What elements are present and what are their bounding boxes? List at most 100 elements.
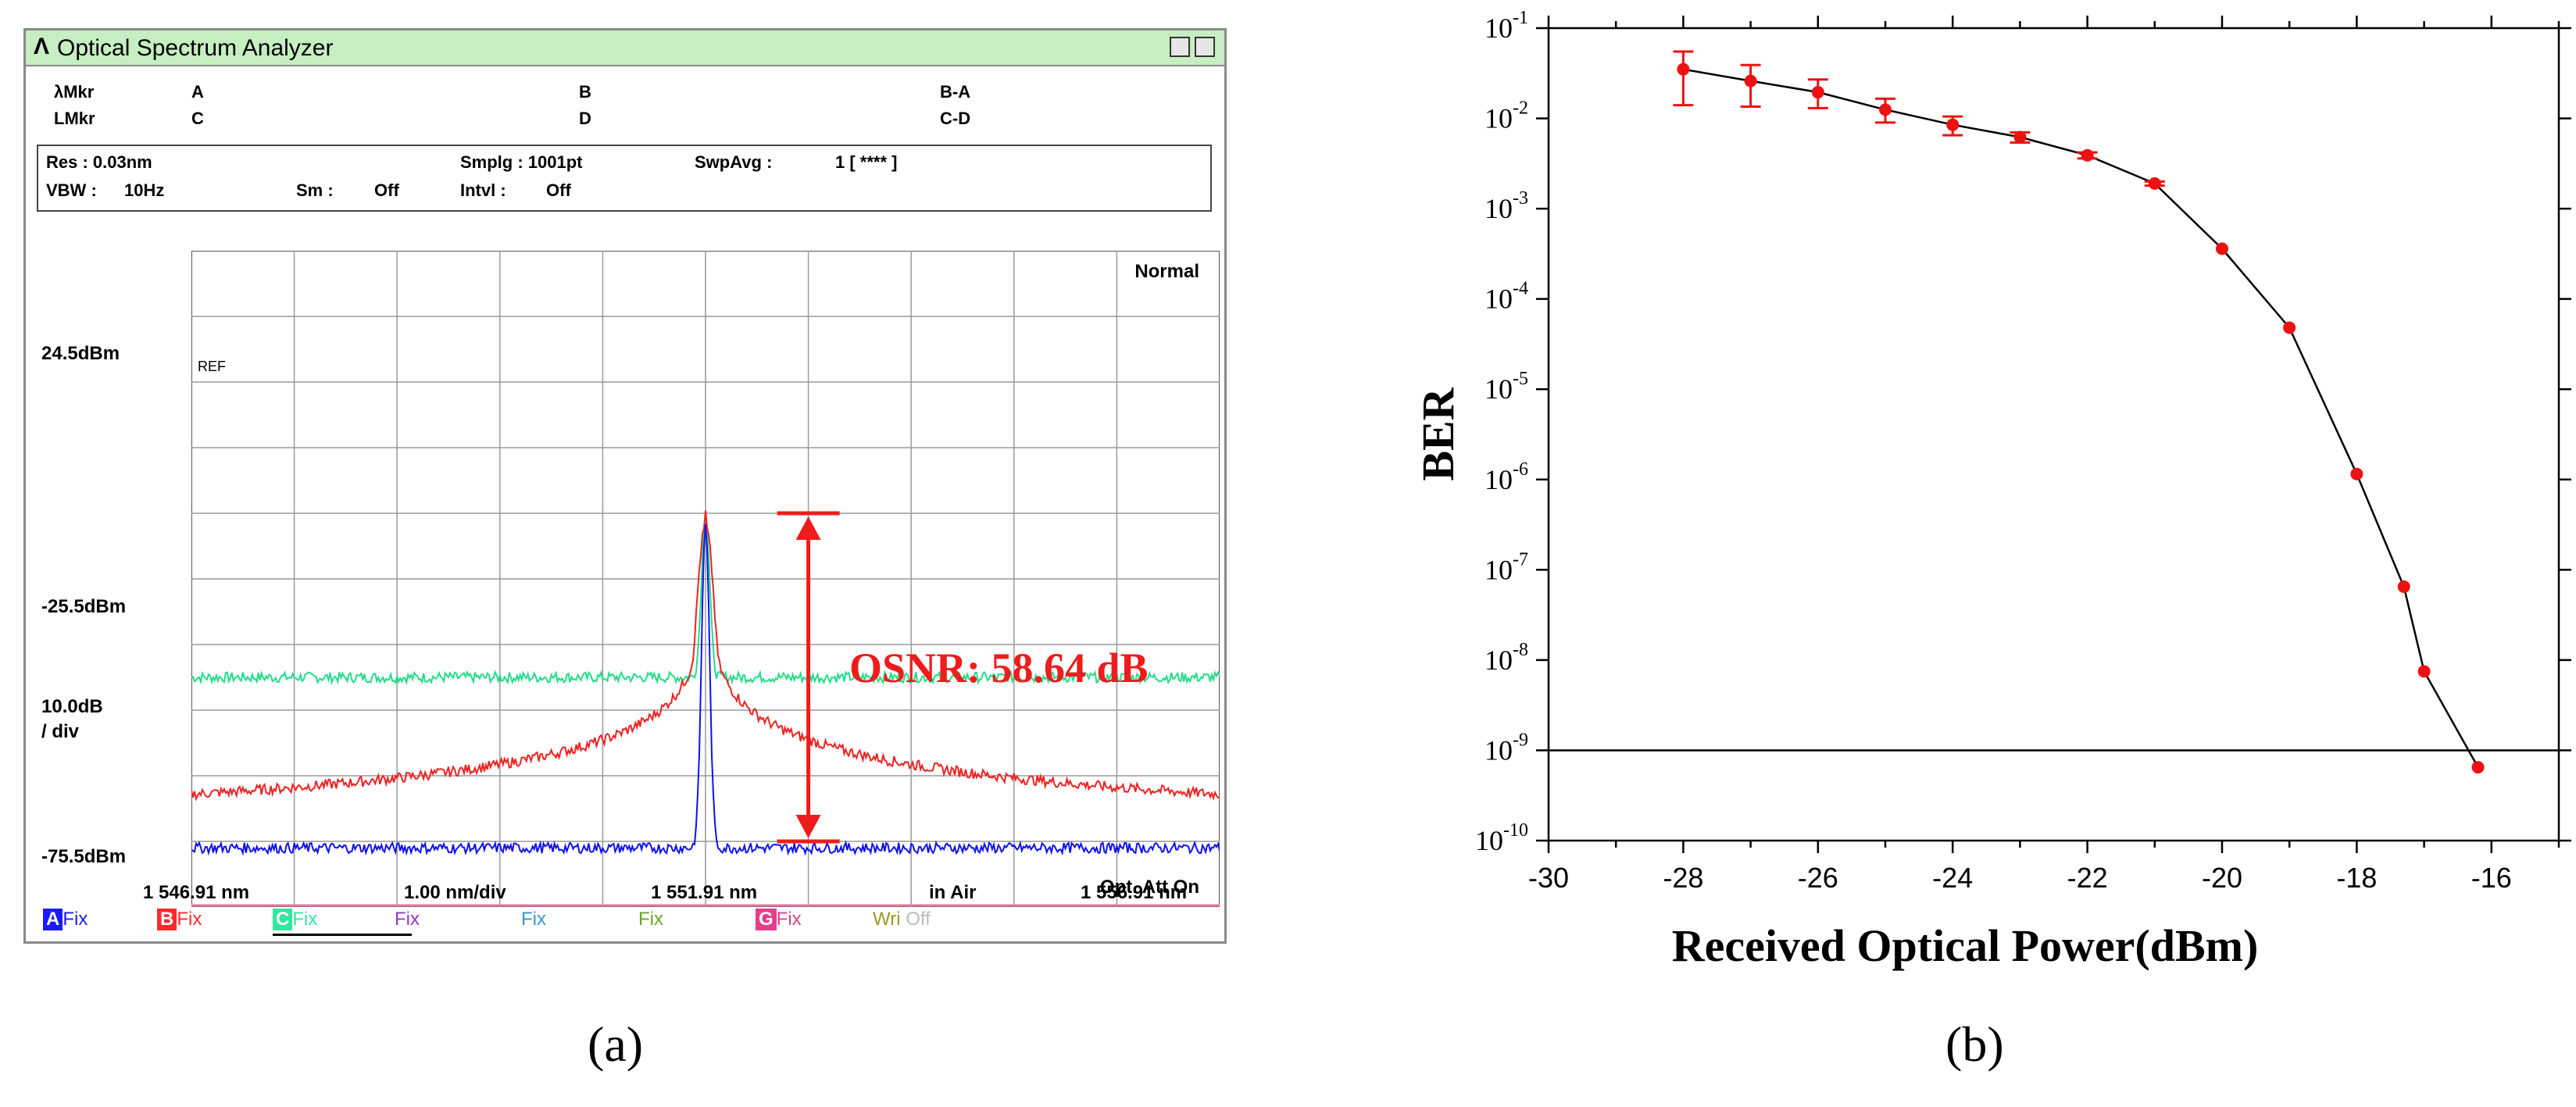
ber-point (2417, 665, 2431, 678)
spectrum-trace-3 (191, 524, 1220, 856)
window-title: Optical Spectrum Analyzer (57, 35, 334, 61)
ber-point (2350, 467, 2363, 480)
ber-axes (1547, 27, 2560, 842)
y-tick-label: 10-2 (1485, 98, 1528, 134)
marker-b-minus-a: B-A (940, 82, 971, 102)
y-tick-label: 10-10 (1475, 820, 1528, 856)
ref-label: REF (198, 359, 226, 374)
trace-tag[interactable]: Fix (638, 909, 663, 930)
trace-tag[interactable]: Fix (521, 909, 546, 930)
x-tick-label: -24 (1932, 862, 1973, 894)
mode-label: Normal (1134, 261, 1199, 282)
y-tick-label: 10-1 (1485, 8, 1528, 44)
y-scale-unit: / div (41, 721, 80, 742)
x-tick-label: -30 (1528, 862, 1569, 894)
smoothing-label: Sm : (296, 180, 334, 200)
trace-tag[interactable]: B Fix (157, 909, 202, 930)
marker-c-minus-d: C-D (940, 109, 971, 128)
ber-point (1879, 103, 1892, 116)
spectrum-trace-2 (191, 510, 1220, 802)
level-marker-label: LMkr (54, 109, 95, 128)
trace-state: Fix (395, 909, 420, 930)
y-tick-label: 10-6 (1485, 459, 1528, 495)
ber-point (2283, 321, 2296, 334)
interval-label: Intvl : (460, 180, 506, 200)
ber-point (2013, 130, 2027, 144)
spectrum-plot: Normal REF Opt. Att On OSNR: 58.64 dB (191, 251, 1220, 907)
trace-letter: B (157, 909, 177, 930)
minimize-button[interactable] (1170, 37, 1190, 57)
ber-curve (1683, 68, 2479, 768)
settings-box: Res : 0.03nm VBW : 10Hz Sm : Off Smplg :… (37, 145, 1212, 212)
trace-state: Wri (873, 909, 901, 930)
trace-state: Fix (521, 909, 546, 930)
marker-a: A (191, 82, 204, 102)
opt-att-label: Opt. Att On (1100, 877, 1199, 898)
marker-b: B (579, 82, 591, 102)
ber-x-axis-label: Received Optical Power(dBm) (1672, 920, 2259, 971)
anritsu-logo-icon: Λ (34, 34, 50, 59)
trace-tag[interactable]: C Fix (273, 909, 317, 930)
osa-titlebar: Λ Optical Spectrum Analyzer (26, 30, 1224, 66)
y-scale-label: 10.0dB (41, 696, 103, 717)
x-label-div: 1.00 nm/div (404, 882, 506, 903)
caption-a: (a) (588, 1016, 644, 1072)
trace-tag[interactable]: G Fix (756, 909, 802, 930)
trace-tag[interactable]: A Fix (43, 909, 88, 930)
trace-state: Fix (292, 909, 318, 930)
trace-state-off: Off (900, 909, 931, 930)
y-label-bottom: -75.5dBm (41, 846, 127, 867)
x-tick-label: -26 (1798, 862, 1838, 894)
x-label-medium: in Air (929, 882, 977, 903)
trace-state: Fix (177, 909, 202, 930)
trace-state: Fix (638, 909, 663, 930)
lambda-marker-label: λMkr (54, 82, 95, 102)
ber-plot-frame (1547, 27, 2560, 842)
y-tick-label: 10-4 (1485, 279, 1528, 315)
y-tick-label: 10-3 (1485, 188, 1528, 224)
y-label-mid: -25.5dBm (41, 596, 127, 617)
x-label-center: 1 551.91 nm (651, 882, 758, 903)
y-label-top: 24.5dBm (41, 343, 120, 364)
maximize-button[interactable] (1195, 37, 1215, 57)
ber-point (1946, 118, 1960, 131)
interval-value: Off (546, 180, 571, 200)
ber-point (2148, 177, 2161, 190)
trace-tag[interactable]: Wri Off (873, 909, 931, 930)
trace-state: Fix (776, 909, 802, 930)
vbw-value: 10Hz (124, 180, 165, 200)
trace-state: Fix (63, 909, 88, 930)
osnr-arrowhead-down (795, 815, 821, 838)
osnr-arrowhead-up (795, 516, 821, 540)
smoothing-value: Off (374, 180, 399, 200)
trace-tag[interactable]: Fix (395, 909, 420, 930)
ber-ticks: -30 -28 -26 -24 -22 -20 -18 -16 10-1 10-2 10-3 10-4… (1475, 8, 2571, 894)
ber-chart: -30 -28 -26 -24 -22 -20 -18 -16 10-1 10-2 10-3 10-4… (1413, 8, 2571, 971)
ber-point (1744, 74, 1757, 87)
x-label-left: 1 546.91 nm (143, 882, 250, 903)
ber-series (1673, 50, 2485, 774)
marker-d: D (579, 109, 591, 128)
ber-point (1677, 62, 1690, 76)
ber-point (2397, 580, 2410, 593)
x-tick-label: -28 (1663, 862, 1703, 894)
ber-y-axis-label: BER (1413, 387, 1463, 480)
x-tick-label: -20 (2202, 862, 2242, 894)
osnr-annotation: OSNR: 58.64 dB (849, 645, 1149, 691)
ber-point (1811, 86, 1824, 99)
y-tick-label: 10-7 (1485, 549, 1528, 585)
sweep-average-label: SwpAvg : (695, 152, 773, 172)
osnr-arrow (777, 511, 840, 844)
spectrum-grid (191, 251, 1220, 907)
caption-b: (b) (1945, 1016, 2004, 1072)
y-tick-label: 10-8 (1485, 640, 1528, 676)
resolution-setting: Res : 0.03nm (46, 152, 152, 172)
y-tick-label: 10-9 (1485, 730, 1528, 766)
x-label-right: 1 556.91 nm (1081, 882, 1188, 903)
marker-c: C (191, 109, 204, 128)
trace-letter: A (43, 909, 63, 930)
ber-point (2081, 148, 2094, 162)
trace-letter: G (756, 909, 777, 930)
sweep-average-value: 1 [ **** ] (835, 152, 898, 172)
y-tick-label: 10-5 (1485, 369, 1528, 405)
